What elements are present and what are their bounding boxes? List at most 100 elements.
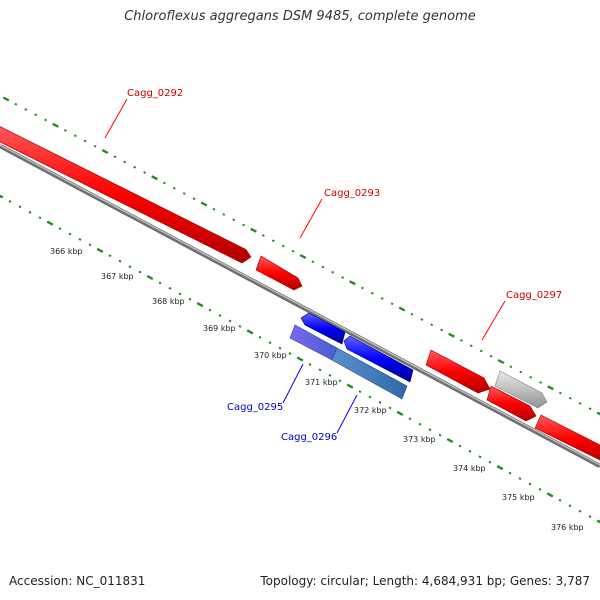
minor-tick xyxy=(370,291,374,295)
minor-tick xyxy=(158,281,162,285)
gene-cagg0294-a[interactable] xyxy=(300,312,346,345)
tick-label-369: 369 kbp xyxy=(203,324,236,333)
gene-red-b[interactable] xyxy=(534,414,600,462)
minor-tick xyxy=(133,165,137,169)
minor-tick xyxy=(390,302,394,306)
minor-tick xyxy=(331,270,335,274)
minor-tick xyxy=(360,286,364,290)
minor-tick xyxy=(488,460,492,464)
major-tick xyxy=(196,302,204,308)
minor-tick xyxy=(123,160,127,164)
gene-label-cagg0292[interactable]: Cagg_0292 xyxy=(127,88,183,99)
minor-tick xyxy=(308,363,312,366)
minor-tick xyxy=(188,297,192,301)
minor-tick xyxy=(578,509,582,513)
major-tick xyxy=(200,201,208,207)
minor-tick xyxy=(24,108,28,111)
scale-labels: 366 kbp 367 kbp 368 kbp 369 kbp 370 kbp … xyxy=(50,247,584,532)
minor-tick xyxy=(63,129,67,132)
major-tick xyxy=(299,253,307,260)
major-tick xyxy=(151,175,158,181)
minor-tick xyxy=(258,335,262,339)
minor-tick xyxy=(83,139,87,143)
minor-tick xyxy=(519,370,523,374)
gene-cagg0297[interactable] xyxy=(425,349,491,394)
major-tick xyxy=(446,437,454,444)
minor-tick xyxy=(44,118,48,122)
minor-tick xyxy=(38,216,42,220)
minor-tick xyxy=(68,232,72,236)
minor-tick xyxy=(88,243,92,247)
minor-tick xyxy=(438,433,442,437)
genome-summary-text: Topology: circular; Length: 4,684,931 bp… xyxy=(260,574,590,588)
tick-label-366: 366 kbp xyxy=(50,247,83,256)
gene-label-cagg0293[interactable]: Cagg_0293 xyxy=(324,188,380,199)
gene-cagg0294-b[interactable] xyxy=(343,335,414,383)
minor-tick xyxy=(428,428,432,432)
gene-cagg0296[interactable] xyxy=(331,347,408,400)
major-tick xyxy=(52,122,59,128)
major-tick xyxy=(496,465,504,471)
minor-tick xyxy=(172,186,176,190)
major-tick xyxy=(2,96,10,102)
tick-label-372: 372 kbp xyxy=(354,406,387,415)
minor-tick xyxy=(558,498,562,502)
inner-tick-row xyxy=(0,194,600,524)
minor-tick xyxy=(338,379,342,383)
minor-tick xyxy=(271,239,275,243)
minor-tick xyxy=(128,265,132,269)
gene-grey[interactable] xyxy=(494,370,548,409)
minor-tick xyxy=(478,455,482,459)
minor-tick xyxy=(168,286,172,290)
minor-tick xyxy=(222,213,226,216)
minor-tick xyxy=(162,181,166,185)
minor-tick xyxy=(588,407,592,411)
gene-label-cagg0297[interactable]: Cagg_0297 xyxy=(506,290,562,301)
major-tick xyxy=(596,411,600,416)
gene-label-cagg0295[interactable]: Cagg_0295 xyxy=(227,402,283,413)
minor-tick xyxy=(368,395,372,399)
minor-tick xyxy=(34,113,38,117)
gene-label-leaders xyxy=(104,98,506,434)
major-tick xyxy=(396,410,404,416)
major-tick xyxy=(296,356,304,362)
minor-tick xyxy=(341,276,345,279)
minor-tick xyxy=(178,292,182,296)
gene-red-a[interactable] xyxy=(486,385,537,422)
minor-tick xyxy=(380,297,384,300)
minor-tick xyxy=(430,323,434,327)
minor-tick xyxy=(509,365,513,369)
gene-cagg0293[interactable] xyxy=(255,255,303,291)
minor-tick xyxy=(281,244,285,248)
major-tick xyxy=(546,492,554,498)
major-tick xyxy=(547,385,554,391)
minor-tick xyxy=(113,155,117,159)
major-tick xyxy=(346,383,354,389)
minor-tick xyxy=(28,210,32,214)
genome-backbone xyxy=(0,144,600,468)
minor-tick xyxy=(268,341,272,345)
gene-label-cagg0296[interactable]: Cagg_0296 xyxy=(281,432,337,443)
minor-tick xyxy=(138,270,142,274)
minor-tick xyxy=(208,308,212,312)
minor-tick xyxy=(238,325,242,328)
gene-cagg0292[interactable] xyxy=(0,125,252,264)
minor-tick xyxy=(108,254,112,258)
minor-tick xyxy=(228,319,232,323)
minor-tick xyxy=(418,422,422,426)
minor-tick xyxy=(182,192,186,195)
tick-label-370: 370 kbp xyxy=(254,351,287,360)
minor-tick xyxy=(440,328,444,332)
minor-tick xyxy=(291,249,295,253)
major-tick xyxy=(398,306,406,312)
major-tick xyxy=(250,227,257,233)
minor-tick xyxy=(420,318,424,321)
minor-tick xyxy=(288,352,292,355)
minor-tick xyxy=(518,477,522,480)
minor-tick xyxy=(378,401,382,404)
major-tick xyxy=(46,220,54,226)
minor-tick xyxy=(358,390,362,393)
tick-label-374: 374 kbp xyxy=(453,464,486,473)
major-tick xyxy=(448,332,455,338)
major-tick xyxy=(146,274,154,281)
